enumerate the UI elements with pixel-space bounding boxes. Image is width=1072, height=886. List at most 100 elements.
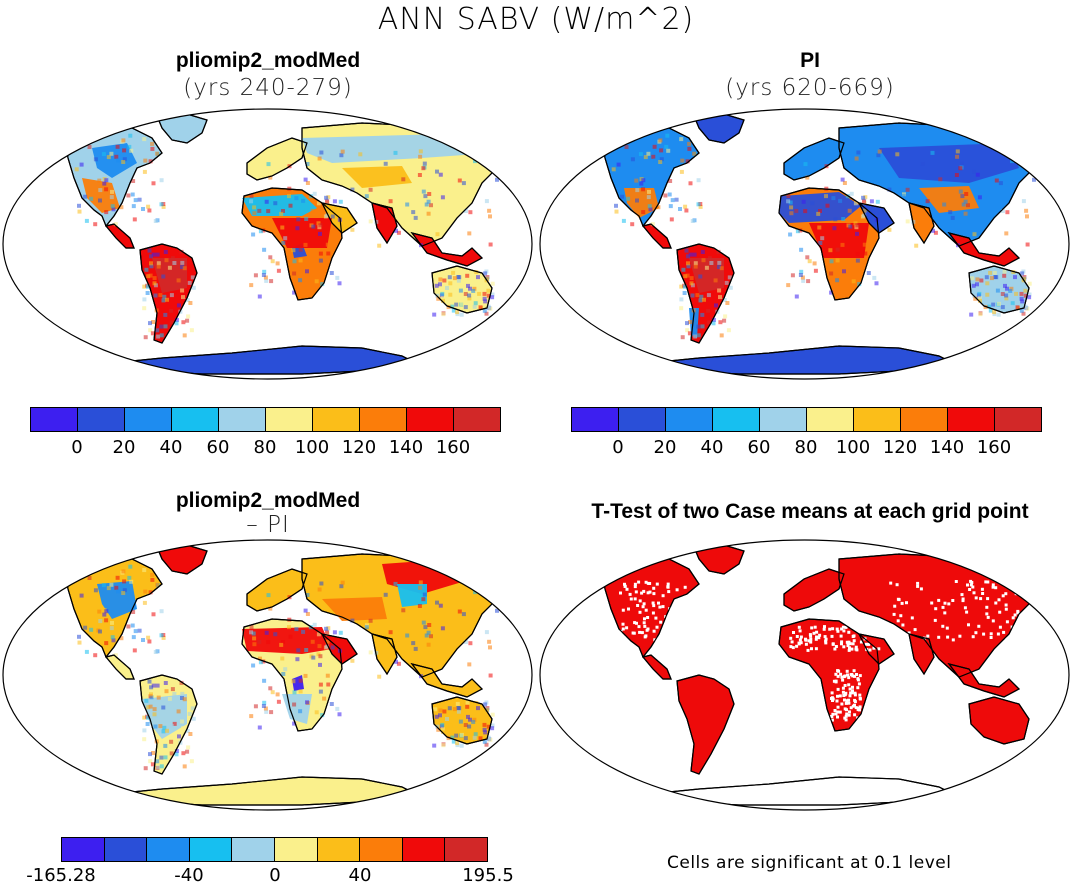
non-significant-cell	[848, 642, 852, 646]
grid-cell	[148, 273, 153, 278]
grid-cell	[862, 208, 867, 213]
grid-cell	[805, 255, 810, 260]
non-significant-cell	[789, 645, 793, 649]
non-significant-cell	[683, 585, 687, 589]
grid-cell	[436, 727, 441, 732]
non-significant-cell	[810, 647, 813, 651]
coastline	[641, 223, 672, 249]
grid-cell	[685, 328, 690, 333]
grid-cell	[142, 137, 147, 142]
non-significant-cell	[943, 601, 947, 605]
grid-cell	[438, 282, 442, 287]
non-significant-cell	[934, 607, 938, 611]
grid-cell	[252, 636, 257, 641]
grid-cell	[853, 201, 858, 206]
grid-cell	[310, 639, 315, 644]
non-significant-cell	[941, 624, 945, 628]
non-significant-cell	[991, 585, 995, 589]
grid-cell	[188, 732, 193, 736]
grid-cell	[180, 265, 184, 269]
grid-cell	[421, 189, 426, 194]
grid-cell	[312, 191, 317, 196]
grid-cell	[463, 292, 468, 296]
grid-cell	[116, 158, 121, 163]
grid-cell	[148, 759, 153, 764]
non-significant-cell	[798, 638, 802, 642]
grid-cell	[478, 305, 483, 310]
grid-cell	[263, 706, 268, 711]
grid-cell	[679, 306, 684, 311]
grid-cell	[257, 294, 262, 299]
grid-cell	[495, 177, 499, 182]
coastline	[908, 633, 935, 676]
grid-cell	[422, 161, 427, 166]
grid-cell	[258, 656, 262, 661]
grid-cell	[110, 620, 114, 625]
grid-cell	[709, 261, 714, 265]
grid-cell	[725, 301, 730, 305]
non-significant-cell	[850, 673, 854, 676]
non-significant-cell	[876, 628, 880, 631]
grid-cell	[825, 203, 830, 208]
non-significant-cell	[633, 582, 637, 586]
grid-cell	[74, 167, 79, 172]
grid-cell	[472, 304, 477, 309]
grid-cell	[680, 335, 685, 340]
grid-cell	[1009, 304, 1014, 309]
non-significant-cell	[633, 585, 637, 589]
grid-cell	[83, 194, 88, 199]
grid-cell	[169, 308, 174, 313]
landmass-centralAmerica	[641, 223, 672, 249]
grid-cell	[688, 181, 693, 186]
grid-cell	[132, 217, 137, 222]
grid-cell	[698, 204, 703, 209]
non-significant-cell	[666, 585, 670, 589]
colorbar-tick-label: 60	[747, 437, 771, 458]
non-significant-cell	[840, 675, 844, 679]
non-significant-cell	[851, 689, 854, 693]
grid-cell	[1009, 286, 1014, 291]
non-significant-cell	[847, 648, 851, 652]
non-significant-cell	[646, 616, 650, 619]
grid-cell	[150, 762, 155, 767]
grid-cell	[696, 202, 701, 207]
grid-cell	[180, 696, 184, 700]
value-region	[879, 143, 1019, 183]
grid-cell	[142, 169, 147, 174]
grid-cell	[441, 312, 446, 317]
grid-cell	[679, 297, 684, 302]
coastline	[783, 137, 845, 181]
non-significant-cell	[989, 632, 993, 636]
grid-cell	[147, 639, 152, 644]
non-significant-cell	[633, 597, 637, 601]
non-significant-cell	[848, 710, 851, 714]
grid-cell	[454, 733, 459, 738]
grid-cell	[488, 306, 493, 311]
grid-cell	[700, 250, 705, 254]
grid-cell	[666, 148, 671, 153]
coastline	[676, 674, 735, 775]
grid-cell	[450, 735, 455, 740]
grid-cell	[472, 286, 477, 291]
grid-cell	[115, 575, 120, 580]
grid-cell	[73, 145, 78, 150]
grid-cell	[1019, 308, 1024, 313]
grid-cell	[490, 726, 495, 731]
grid-cell	[665, 133, 670, 138]
grid-cell	[829, 271, 834, 276]
grid-cell	[305, 181, 310, 185]
grid-cell	[114, 154, 119, 159]
grid-cell	[329, 702, 334, 706]
grid-cell	[93, 588, 98, 593]
grid-cell	[689, 276, 694, 281]
grid-cell	[434, 283, 439, 288]
map-panel-pi	[539, 108, 1070, 380]
non-significant-cell	[640, 591, 644, 595]
non-significant-cell	[968, 588, 972, 591]
colorbar-swatch	[31, 408, 78, 431]
non-significant-cell	[916, 581, 920, 585]
grid-cell	[933, 230, 938, 235]
grid-cell	[424, 202, 429, 207]
coastline	[104, 223, 135, 249]
grid-cell	[405, 633, 410, 638]
